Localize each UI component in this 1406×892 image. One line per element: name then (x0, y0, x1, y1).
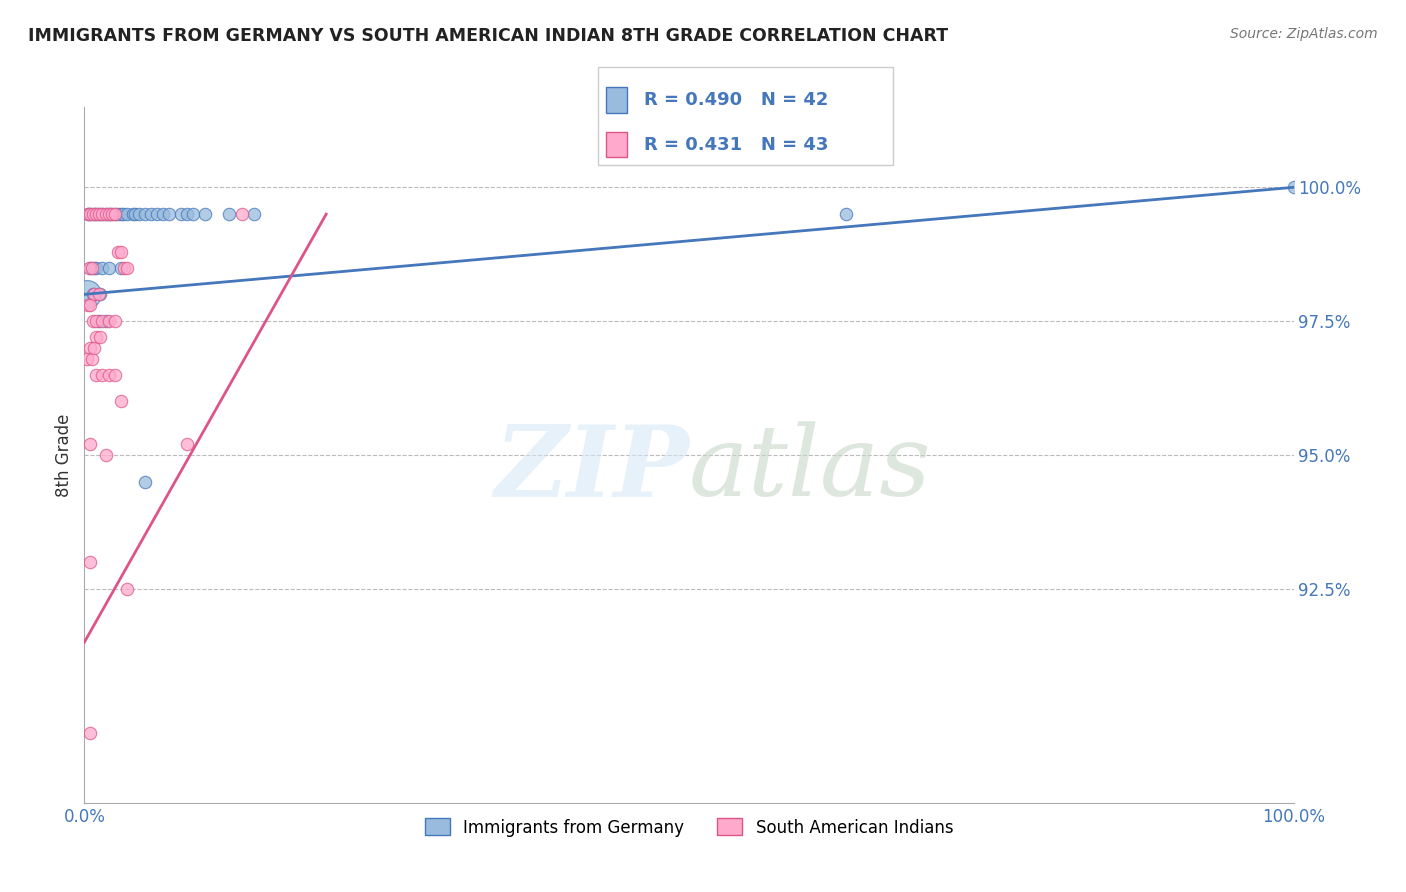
Point (82, 207, 104, 221)
Point (89, 330, 111, 344)
Legend: Immigrants from Germany, South American Indians: Immigrants from Germany, South American … (418, 812, 960, 843)
Point (110, 207, 132, 221)
Point (86, 368, 108, 382)
Point (83, 287, 105, 301)
Point (110, 244, 132, 259)
Text: R = 0.490   N = 42: R = 0.490 N = 42 (644, 91, 828, 109)
Point (91, 314, 114, 328)
Point (91, 260, 114, 275)
Point (835, 207, 858, 221)
Point (97, 368, 120, 382)
Point (107, 207, 129, 221)
Point (97, 314, 120, 328)
Point (87, 207, 110, 221)
Point (77, 260, 100, 275)
Point (79, 555, 101, 569)
Point (97, 207, 120, 221)
Point (104, 368, 127, 382)
Point (91, 207, 114, 221)
Point (77, 207, 100, 221)
Point (115, 260, 138, 275)
Text: ZIP: ZIP (494, 421, 689, 517)
Point (79, 207, 101, 221)
Point (79, 437, 101, 451)
Point (77, 207, 100, 221)
Point (115, 582, 138, 596)
Point (170, 207, 193, 221)
Point (104, 207, 127, 221)
Point (87, 287, 110, 301)
Point (152, 207, 174, 221)
Point (176, 437, 198, 451)
Point (218, 207, 240, 221)
Point (76, 287, 98, 301)
Point (104, 207, 127, 221)
Point (86, 260, 108, 275)
Text: atlas: atlas (689, 421, 932, 516)
Point (79, 260, 101, 275)
Point (104, 314, 127, 328)
Point (86, 207, 108, 221)
Point (79, 726, 101, 740)
Point (124, 207, 146, 221)
Text: R = 0.431   N = 43: R = 0.431 N = 43 (644, 136, 828, 153)
Point (86, 207, 108, 221)
Point (87, 207, 110, 221)
Point (94, 207, 117, 221)
Point (97, 207, 120, 221)
Point (80, 260, 103, 275)
Point (83, 341, 105, 355)
Point (121, 207, 143, 221)
Point (83, 207, 105, 221)
Point (94, 207, 117, 221)
Point (94, 314, 117, 328)
Point (139, 207, 162, 221)
Point (79, 341, 101, 355)
Point (242, 207, 264, 221)
Point (1282, 180, 1305, 194)
Point (146, 207, 169, 221)
Point (91, 368, 114, 382)
Point (128, 207, 150, 221)
Point (86, 330, 108, 344)
Point (94, 448, 117, 462)
Point (112, 260, 135, 275)
Point (79, 207, 101, 221)
Point (107, 244, 129, 259)
Point (87, 314, 110, 328)
Point (101, 207, 124, 221)
Point (112, 207, 135, 221)
Point (80, 351, 103, 366)
Point (134, 207, 156, 221)
Point (97, 260, 120, 275)
Point (157, 207, 180, 221)
Text: IMMIGRANTS FROM GERMANY VS SOUTH AMERICAN INDIAN 8TH GRADE CORRELATION CHART: IMMIGRANTS FROM GERMANY VS SOUTH AMERICA… (28, 27, 948, 45)
Point (76, 351, 98, 366)
Point (115, 207, 138, 221)
Point (89, 287, 111, 301)
Point (134, 475, 156, 489)
Point (86, 314, 108, 328)
Point (231, 207, 253, 221)
Point (181, 207, 204, 221)
Text: Source: ZipAtlas.com: Source: ZipAtlas.com (1230, 27, 1378, 41)
Point (77, 298, 100, 312)
Point (82, 287, 104, 301)
Point (110, 394, 132, 409)
Point (82, 314, 104, 328)
Point (83, 260, 105, 275)
Point (110, 260, 132, 275)
Point (79, 298, 101, 312)
Point (100, 207, 122, 221)
Y-axis label: 8th Grade: 8th Grade (55, 413, 73, 497)
Point (176, 207, 198, 221)
Point (91, 207, 114, 221)
Point (194, 207, 217, 221)
